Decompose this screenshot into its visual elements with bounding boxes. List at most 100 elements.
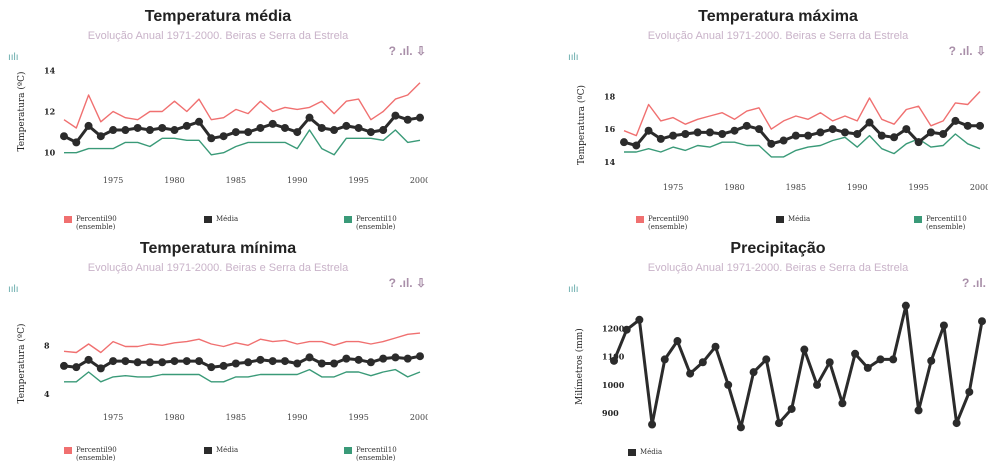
- x-tick-label: 2000: [410, 413, 428, 422]
- legend-sublabel: (ensemble): [356, 454, 396, 462]
- data-point: [158, 123, 167, 132]
- data-point: [207, 363, 216, 372]
- legend-item-p90[interactable]: Percentil90 (ensemble): [64, 446, 117, 462]
- data-point: [231, 359, 240, 368]
- data-point: [632, 141, 641, 150]
- y-tick-label: 1200: [602, 323, 625, 333]
- data-point: [901, 301, 910, 310]
- data-point: [927, 356, 936, 365]
- legend-label: Percentil10: [356, 446, 397, 454]
- data-point: [72, 363, 81, 372]
- data-point: [865, 118, 874, 127]
- data-point: [121, 126, 130, 135]
- data-point: [749, 368, 758, 377]
- y-tick-label: 1000: [602, 380, 625, 390]
- data-point: [914, 138, 923, 147]
- data-point: [644, 126, 653, 135]
- data-point: [244, 128, 253, 137]
- data-point: [109, 126, 118, 135]
- legend-label: Percentil10: [356, 215, 397, 223]
- x-tick-label: 1985: [786, 183, 806, 192]
- legend-swatch-p90: [64, 447, 72, 454]
- legend-item-p90[interactable]: Percentil90 (ensemble): [636, 215, 689, 231]
- legend-item-media[interactable]: Média: [204, 446, 238, 454]
- data-point: [939, 321, 948, 330]
- data-point: [902, 125, 911, 134]
- data-point: [965, 387, 974, 396]
- x-tick-label: 1990: [287, 176, 307, 185]
- legend-item-p90[interactable]: Percentil90 (ensemble): [64, 215, 117, 231]
- data-point: [354, 123, 363, 132]
- data-point: [244, 358, 253, 367]
- data-point: [145, 126, 154, 135]
- legend-label: Média: [216, 215, 239, 223]
- data-point: [96, 364, 105, 373]
- data-point: [876, 355, 885, 364]
- chart-tools-icons[interactable]: ? .ıl. ⇩: [388, 276, 426, 290]
- data-point: [673, 337, 682, 346]
- data-point: [779, 136, 788, 145]
- chart-subtitle: Evolução Anual 1971-2000. Beiras e Serra…: [647, 262, 909, 274]
- legend-item-media[interactable]: Média: [628, 448, 662, 456]
- legend-swatch-media: [628, 449, 636, 456]
- y-axis-label: Milímetros (mm): [574, 328, 585, 405]
- y-axis-label: Temperatura (ºC): [576, 85, 587, 165]
- legend-label: Percentil90: [648, 215, 689, 223]
- data-point: [963, 121, 972, 130]
- data-point: [342, 121, 351, 130]
- data-point: [366, 358, 375, 367]
- data-point: [838, 399, 847, 408]
- x-tick-label: 2000: [970, 183, 988, 192]
- data-point: [170, 357, 179, 366]
- chart-tools-icons[interactable]: ? .ıl. ⇩: [388, 44, 426, 58]
- line-chart: Temperatura (ºC) 10 12 14 1975 1980 1985 1990 19…: [16, 65, 428, 185]
- legend-swatch-media: [204, 216, 212, 223]
- legend-sublabel: (ensemble): [356, 223, 396, 231]
- chart-tools-icons[interactable]: ? .ıl.: [962, 276, 986, 290]
- series-line-media: [623, 119, 980, 147]
- legend-sublabel: (ensemble): [76, 454, 116, 462]
- data-point: [736, 423, 745, 432]
- data-point: [800, 345, 809, 354]
- chart-tools-icons[interactable]: ? .ıl. ⇩: [948, 44, 986, 58]
- data-point: [816, 128, 825, 137]
- chart-title: Temperatura mínima: [139, 240, 297, 257]
- legend-item-media[interactable]: Média: [204, 215, 238, 223]
- y-tick-label: 12: [44, 107, 55, 117]
- data-point: [219, 361, 228, 370]
- data-point: [755, 125, 764, 134]
- x-tick-label: 1980: [164, 413, 184, 422]
- y-tick-label: 900: [602, 408, 619, 418]
- legend-item-media[interactable]: Média: [776, 215, 810, 223]
- data-point: [914, 406, 923, 415]
- x-tick-label: 1985: [226, 413, 246, 422]
- x-tick-label: 1980: [724, 183, 744, 192]
- series-line-media: [612, 304, 984, 429]
- data-point: [742, 121, 751, 130]
- data-point: [391, 353, 400, 362]
- legend-item-p10[interactable]: Percentil10 (ensemble): [344, 446, 397, 462]
- legend-swatch-p10: [344, 216, 352, 223]
- legend-item-p10[interactable]: Percentil10 (ensemble): [344, 215, 397, 231]
- data-point: [762, 355, 771, 364]
- x-tick-label: 1995: [348, 176, 368, 185]
- data-point: [109, 357, 118, 366]
- chart-panel-temp-minima: Temperatura mínima Evolução Anual 1971-2…: [8, 240, 428, 462]
- data-point: [660, 355, 669, 364]
- data-point: [978, 317, 986, 326]
- data-point: [976, 121, 984, 130]
- data-point: [724, 380, 733, 389]
- data-point: [195, 117, 204, 126]
- y-axis-label: Temperatura (ºC): [16, 323, 27, 403]
- line-chart: Temperatura (ºC) 14 16 18 1975 1980 1985 1990 19…: [576, 85, 988, 192]
- data-point: [648, 420, 657, 429]
- legend-item-p10[interactable]: Percentil10 (ensemble): [914, 215, 967, 231]
- y-tick-label: 10: [44, 148, 56, 158]
- data-point: [787, 404, 796, 413]
- brand-logo-icon: ıılı: [8, 284, 19, 295]
- legend-swatch-media: [204, 447, 212, 454]
- data-point: [268, 119, 277, 128]
- x-tick-label: 1975: [103, 413, 123, 422]
- legend-swatch-p10: [914, 216, 922, 223]
- legend-sublabel: (ensemble): [76, 223, 116, 231]
